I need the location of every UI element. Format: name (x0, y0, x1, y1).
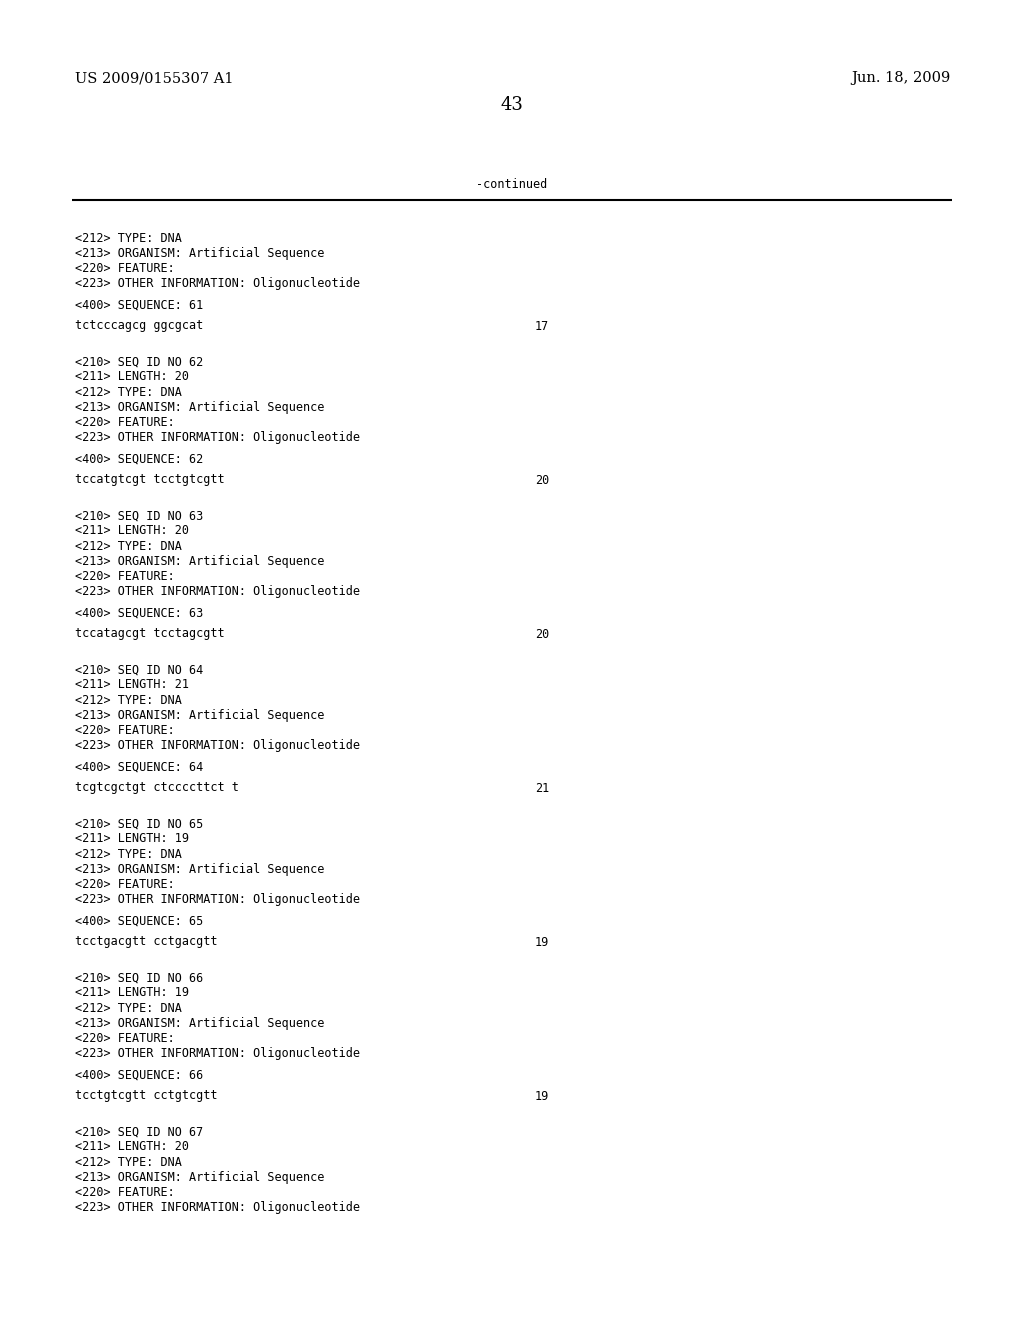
Text: <220> FEATURE:: <220> FEATURE: (75, 723, 175, 737)
Text: <223> OTHER INFORMATION: Oligonucleotide: <223> OTHER INFORMATION: Oligonucleotide (75, 276, 360, 289)
Text: <223> OTHER INFORMATION: Oligonucleotide: <223> OTHER INFORMATION: Oligonucleotide (75, 892, 360, 906)
Text: 19: 19 (535, 936, 549, 949)
Text: <212> TYPE: DNA: <212> TYPE: DNA (75, 1155, 182, 1168)
Text: <210> SEQ ID NO 63: <210> SEQ ID NO 63 (75, 510, 203, 523)
Text: 20: 20 (535, 474, 549, 487)
Text: <213> ORGANISM: Artificial Sequence: <213> ORGANISM: Artificial Sequence (75, 862, 325, 875)
Text: <223> OTHER INFORMATION: Oligonucleotide: <223> OTHER INFORMATION: Oligonucleotide (75, 1047, 360, 1060)
Text: -continued: -continued (476, 178, 548, 191)
Text: tccatgtcgt tcctgtcgtt: tccatgtcgt tcctgtcgtt (75, 474, 224, 487)
Text: <400> SEQUENCE: 66: <400> SEQUENCE: 66 (75, 1068, 203, 1081)
Text: <220> FEATURE:: <220> FEATURE: (75, 1185, 175, 1199)
Text: 21: 21 (535, 781, 549, 795)
Text: <212> TYPE: DNA: <212> TYPE: DNA (75, 540, 182, 553)
Text: <213> ORGANISM: Artificial Sequence: <213> ORGANISM: Artificial Sequence (75, 554, 325, 568)
Text: 43: 43 (501, 96, 523, 114)
Text: <223> OTHER INFORMATION: Oligonucleotide: <223> OTHER INFORMATION: Oligonucleotide (75, 1200, 360, 1213)
Text: <213> ORGANISM: Artificial Sequence: <213> ORGANISM: Artificial Sequence (75, 247, 325, 260)
Text: tctcccagcg ggcgcat: tctcccagcg ggcgcat (75, 319, 203, 333)
Text: <213> ORGANISM: Artificial Sequence: <213> ORGANISM: Artificial Sequence (75, 1171, 325, 1184)
Text: <223> OTHER INFORMATION: Oligonucleotide: <223> OTHER INFORMATION: Oligonucleotide (75, 738, 360, 751)
Text: 19: 19 (535, 1089, 549, 1102)
Text: <211> LENGTH: 19: <211> LENGTH: 19 (75, 986, 189, 999)
Text: <223> OTHER INFORMATION: Oligonucleotide: <223> OTHER INFORMATION: Oligonucleotide (75, 585, 360, 598)
Text: <210> SEQ ID NO 67: <210> SEQ ID NO 67 (75, 1126, 203, 1138)
Text: <211> LENGTH: 20: <211> LENGTH: 20 (75, 371, 189, 384)
Text: <400> SEQUENCE: 64: <400> SEQUENCE: 64 (75, 760, 203, 774)
Text: <211> LENGTH: 20: <211> LENGTH: 20 (75, 524, 189, 537)
Text: <211> LENGTH: 21: <211> LENGTH: 21 (75, 678, 189, 692)
Text: 17: 17 (535, 319, 549, 333)
Text: <223> OTHER INFORMATION: Oligonucleotide: <223> OTHER INFORMATION: Oligonucleotide (75, 430, 360, 444)
Text: <210> SEQ ID NO 65: <210> SEQ ID NO 65 (75, 817, 203, 830)
Text: <400> SEQUENCE: 62: <400> SEQUENCE: 62 (75, 453, 203, 466)
Text: <220> FEATURE:: <220> FEATURE: (75, 878, 175, 891)
Text: <212> TYPE: DNA: <212> TYPE: DNA (75, 1002, 182, 1015)
Text: 20: 20 (535, 627, 549, 640)
Text: Jun. 18, 2009: Jun. 18, 2009 (851, 71, 950, 84)
Text: <211> LENGTH: 20: <211> LENGTH: 20 (75, 1140, 189, 1154)
Text: <210> SEQ ID NO 62: <210> SEQ ID NO 62 (75, 355, 203, 368)
Text: tccatagcgt tcctagcgtt: tccatagcgt tcctagcgtt (75, 627, 224, 640)
Text: US 2009/0155307 A1: US 2009/0155307 A1 (75, 71, 233, 84)
Text: <400> SEQUENCE: 65: <400> SEQUENCE: 65 (75, 915, 203, 928)
Text: <212> TYPE: DNA: <212> TYPE: DNA (75, 385, 182, 399)
Text: tcctgtcgtt cctgtcgtt: tcctgtcgtt cctgtcgtt (75, 1089, 217, 1102)
Text: <220> FEATURE:: <220> FEATURE: (75, 1031, 175, 1044)
Text: <213> ORGANISM: Artificial Sequence: <213> ORGANISM: Artificial Sequence (75, 400, 325, 413)
Text: <220> FEATURE:: <220> FEATURE: (75, 261, 175, 275)
Text: tcgtcgctgt ctccccttct t: tcgtcgctgt ctccccttct t (75, 781, 239, 795)
Text: <213> ORGANISM: Artificial Sequence: <213> ORGANISM: Artificial Sequence (75, 1016, 325, 1030)
Text: <220> FEATURE:: <220> FEATURE: (75, 569, 175, 582)
Text: <213> ORGANISM: Artificial Sequence: <213> ORGANISM: Artificial Sequence (75, 709, 325, 722)
Text: <210> SEQ ID NO 64: <210> SEQ ID NO 64 (75, 664, 203, 676)
Text: tcctgacgtt cctgacgtt: tcctgacgtt cctgacgtt (75, 936, 217, 949)
Text: <211> LENGTH: 19: <211> LENGTH: 19 (75, 833, 189, 846)
Text: <212> TYPE: DNA: <212> TYPE: DNA (75, 231, 182, 244)
Text: <210> SEQ ID NO 66: <210> SEQ ID NO 66 (75, 972, 203, 985)
Text: <400> SEQUENCE: 61: <400> SEQUENCE: 61 (75, 298, 203, 312)
Text: <220> FEATURE:: <220> FEATURE: (75, 416, 175, 429)
Text: <400> SEQUENCE: 63: <400> SEQUENCE: 63 (75, 606, 203, 619)
Text: <212> TYPE: DNA: <212> TYPE: DNA (75, 847, 182, 861)
Text: <212> TYPE: DNA: <212> TYPE: DNA (75, 693, 182, 706)
